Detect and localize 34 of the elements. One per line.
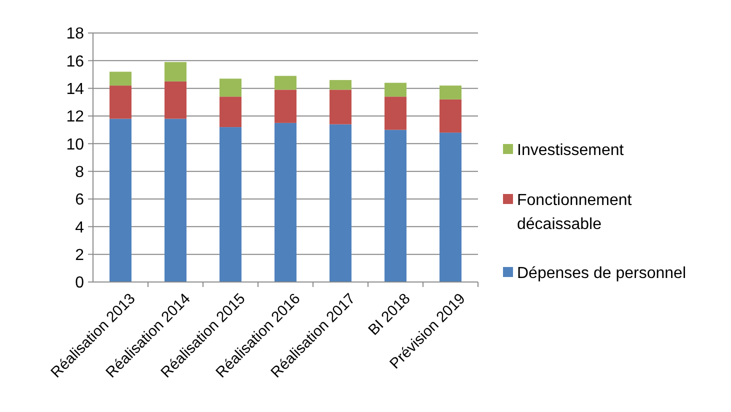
y-tick-label: 12 — [66, 108, 84, 126]
bar — [384, 82, 406, 97]
y-tick-label: 0 — [75, 274, 84, 292]
y-tick-label: 6 — [75, 192, 84, 209]
bar — [220, 127, 242, 282]
bar — [330, 80, 352, 90]
legend-label: Investissement — [517, 142, 624, 159]
bar — [330, 90, 352, 124]
bar — [110, 72, 132, 86]
y-tick-label: 10 — [66, 136, 84, 154]
bar — [164, 81, 186, 119]
y-tick-label: 2 — [75, 246, 84, 264]
y-tick-label: 18 — [66, 26, 84, 43]
bar — [220, 78, 242, 97]
bar — [440, 99, 462, 133]
bar — [110, 118, 132, 282]
y-tick-label: 8 — [75, 164, 84, 181]
bar — [440, 132, 462, 282]
bar — [384, 96, 406, 130]
bar — [274, 76, 296, 90]
bar — [384, 130, 406, 282]
y-tick-label: 14 — [66, 80, 84, 98]
y-tick-label: 16 — [66, 53, 84, 70]
bar — [110, 86, 132, 119]
bar — [274, 122, 296, 282]
y-tick-label: 4 — [75, 219, 84, 236]
legend-label: Fonctionnement décaissable — [517, 192, 632, 233]
bar — [330, 124, 352, 282]
legend-label: Dépenses de personnel — [517, 265, 686, 282]
bar — [440, 86, 462, 100]
bar — [164, 62, 186, 82]
bar — [274, 90, 296, 123]
bar — [164, 118, 186, 282]
bar — [220, 96, 242, 128]
